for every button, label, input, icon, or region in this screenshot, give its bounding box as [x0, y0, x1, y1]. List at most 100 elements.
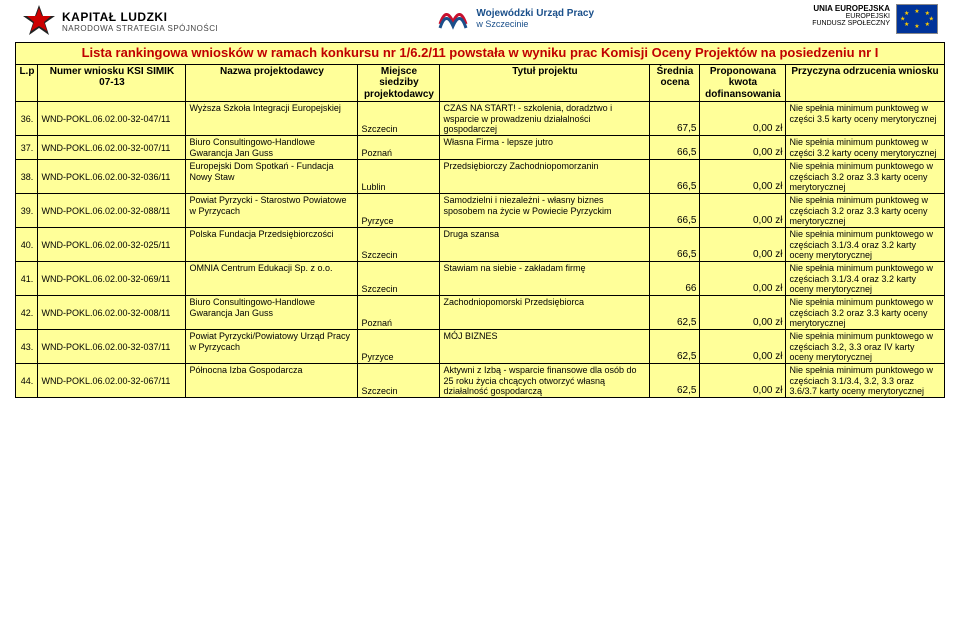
- eu-flag-icon: ★ ★ ★ ★ ★ ★ ★ ★: [896, 4, 938, 34]
- col-score: Średnia ocena: [650, 64, 700, 102]
- cell-funding: 0,00 zł: [700, 262, 786, 296]
- table-row: 44.WND-POKL.06.02.00-32-067/11Północna I…: [16, 364, 944, 398]
- cell-lp: 39.: [16, 194, 38, 228]
- star-icon: [22, 4, 56, 38]
- logo-left-title: KAPITAŁ LUDZKI: [62, 10, 218, 24]
- cell-reason: Nie spełnia minimum punktowego w częścia…: [786, 330, 944, 364]
- cell-title: Stawiam na siebie - zakładam firmę: [440, 262, 650, 296]
- cell-applicant: Północna Izba Gospodarcza: [186, 364, 358, 398]
- cell-title: Zachodniopomorski Przedsiębiorca: [440, 296, 650, 330]
- table-row: 40.WND-POKL.06.02.00-32-025/11Polska Fun…: [16, 228, 944, 262]
- cell-title: MÓJ BIZNES: [440, 330, 650, 364]
- cell-reason: Nie spełnia minimum punktowego w częścia…: [786, 160, 944, 194]
- cell-reason: Nie spełnia minimum punktowego w częścia…: [786, 228, 944, 262]
- cell-title: Druga szansa: [440, 228, 650, 262]
- cell-title: Własna Firma - lepsze jutro: [440, 136, 650, 160]
- wup-icon: [436, 4, 470, 32]
- cell-lp: 38.: [16, 160, 38, 194]
- cell-applicant: Wyższa Szkoła Integracji Europejskiej: [186, 102, 358, 136]
- table-row: 43.WND-POKL.06.02.00-32-037/11Powiat Pyr…: [16, 330, 944, 364]
- cell-id: WND-POKL.06.02.00-32-047/11: [38, 102, 186, 136]
- cell-reason: Nie spełnia minimum punktowego w częścia…: [786, 364, 944, 398]
- cell-funding: 0,00 zł: [700, 160, 786, 194]
- table-row: 39.WND-POKL.06.02.00-32-088/11Powiat Pyr…: [16, 194, 944, 228]
- cell-id: WND-POKL.06.02.00-32-067/11: [38, 364, 186, 398]
- cell-score: 67,5: [650, 102, 700, 136]
- logo-left-subtitle: NARODOWA STRATEGIA SPÓJNOŚCI: [62, 24, 218, 33]
- cell-funding: 0,00 zł: [700, 228, 786, 262]
- cell-applicant: OMNIA Centrum Edukacji Sp. z o.o.: [186, 262, 358, 296]
- cell-reason: Nie spełnia minimum punktowego w częścia…: [786, 296, 944, 330]
- cell-lp: 41.: [16, 262, 38, 296]
- cell-id: WND-POKL.06.02.00-32-088/11: [38, 194, 186, 228]
- table-row: 37.WND-POKL.06.02.00-32-007/11Biuro Cons…: [16, 136, 944, 160]
- cell-id: WND-POKL.06.02.00-32-036/11: [38, 160, 186, 194]
- cell-id: WND-POKL.06.02.00-32-025/11: [38, 228, 186, 262]
- col-funding: Proponowana kwota dofinansowania: [700, 64, 786, 102]
- table-row: 42.WND-POKL.06.02.00-32-008/11Biuro Cons…: [16, 296, 944, 330]
- table-row: 38.WND-POKL.06.02.00-32-036/11Europejski…: [16, 160, 944, 194]
- logo-kapital-ludzki: KAPITAŁ LUDZKI NARODOWA STRATEGIA SPÓJNO…: [22, 4, 218, 38]
- cell-id: WND-POKL.06.02.00-32-007/11: [38, 136, 186, 160]
- cell-lp: 43.: [16, 330, 38, 364]
- logo-wup: Wojewódzki Urząd Pracy w Szczecinie: [436, 4, 594, 32]
- cell-funding: 0,00 zł: [700, 296, 786, 330]
- cell-title: Przedsiębiorczy Zachodniopomorzanin: [440, 160, 650, 194]
- cell-applicant: Polska Fundacja Przedsiębiorczości: [186, 228, 358, 262]
- cell-funding: 0,00 zł: [700, 330, 786, 364]
- table-header-row: L.p Numer wniosku KSI SIMIK 07-13 Nazwa …: [16, 64, 944, 102]
- cell-lp: 44.: [16, 364, 38, 398]
- cell-title: Samodzielni i niezależni - własny biznes…: [440, 194, 650, 228]
- cell-title: CZAS NA START! - szkolenia, doradztwo i …: [440, 102, 650, 136]
- cell-reason: Nie spełnia minimum punktoweg w części 3…: [786, 136, 944, 160]
- cell-score: 66,5: [650, 136, 700, 160]
- cell-lp: 36.: [16, 102, 38, 136]
- cell-score: 62,5: [650, 364, 700, 398]
- col-id: Numer wniosku KSI SIMIK 07-13: [38, 64, 186, 102]
- logo-eu: UNIA EUROPEJSKA EUROPEJSKI FUNDUSZ SPOŁE…: [812, 4, 938, 34]
- cell-location: Lublin: [358, 160, 440, 194]
- cell-funding: 0,00 zł: [700, 364, 786, 398]
- cell-location: Szczecin: [358, 102, 440, 136]
- page: KAPITAŁ LUDZKI NARODOWA STRATEGIA SPÓJNO…: [0, 0, 960, 624]
- logo-mid-subtitle: w Szczecinie: [476, 19, 594, 29]
- cell-applicant: Biuro Consultingowo-Handlowe Gwarancja J…: [186, 136, 358, 160]
- cell-score: 66,5: [650, 160, 700, 194]
- cell-score: 66,5: [650, 228, 700, 262]
- eu-line3: FUNDUSZ SPOŁECZNY: [812, 20, 890, 27]
- cell-score: 62,5: [650, 330, 700, 364]
- cell-location: Poznań: [358, 136, 440, 160]
- ranking-table: Lista rankingowa wniosków w ramach konku…: [15, 42, 944, 398]
- cell-id: WND-POKL.06.02.00-32-069/11: [38, 262, 186, 296]
- cell-lp: 37.: [16, 136, 38, 160]
- cell-reason: Nie spełnia minimum punktowego w częścia…: [786, 262, 944, 296]
- table-row: 41.WND-POKL.06.02.00-32-069/11OMNIA Cent…: [16, 262, 944, 296]
- table-title: Lista rankingowa wniosków w ramach konku…: [16, 43, 944, 65]
- eu-line1: UNIA EUROPEJSKA: [812, 4, 890, 13]
- cell-id: WND-POKL.06.02.00-32-037/11: [38, 330, 186, 364]
- table-row: 36.WND-POKL.06.02.00-32-047/11Wyższa Szk…: [16, 102, 944, 136]
- cell-applicant: Powiat Pyrzycki/Powiatowy Urząd Pracy w …: [186, 330, 358, 364]
- cell-location: Szczecin: [358, 364, 440, 398]
- cell-location: Pyrzyce: [358, 194, 440, 228]
- cell-title: Aktywni z Izbą - wsparcie finansowe dla …: [440, 364, 650, 398]
- cell-funding: 0,00 zł: [700, 136, 786, 160]
- cell-lp: 40.: [16, 228, 38, 262]
- cell-location: Szczecin: [358, 228, 440, 262]
- table-title-row: Lista rankingowa wniosków w ramach konku…: [16, 43, 944, 65]
- cell-lp: 42.: [16, 296, 38, 330]
- cell-location: Pyrzyce: [358, 330, 440, 364]
- cell-reason: Nie spełnia minimum punktoweg w częściac…: [786, 194, 944, 228]
- cell-score: 66: [650, 262, 700, 296]
- col-reason: Przyczyna odrzucenia wniosku: [786, 64, 944, 102]
- cell-score: 62,5: [650, 296, 700, 330]
- col-title: Tytuł projektu: [440, 64, 650, 102]
- cell-location: Szczecin: [358, 262, 440, 296]
- cell-reason: Nie spełnia minimum punktoweg w części 3…: [786, 102, 944, 136]
- cell-applicant: Europejski Dom Spotkań - Fundacja Nowy S…: [186, 160, 358, 194]
- cell-applicant: Powiat Pyrzycki - Starostwo Powiatowe w …: [186, 194, 358, 228]
- col-applicant: Nazwa projektodawcy: [186, 64, 358, 102]
- cell-score: 66,5: [650, 194, 700, 228]
- cell-location: Poznań: [358, 296, 440, 330]
- logo-mid-title: Wojewódzki Urząd Pracy: [476, 8, 594, 19]
